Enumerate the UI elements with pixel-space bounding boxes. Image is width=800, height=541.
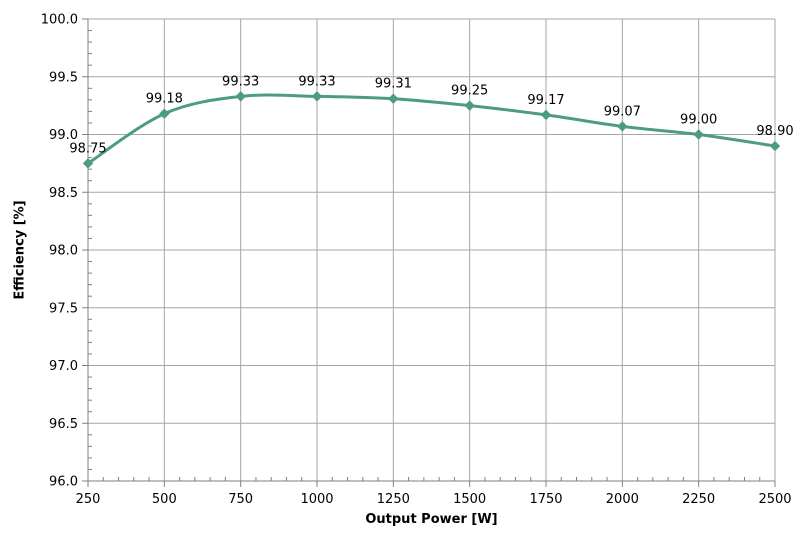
data-point-marker — [540, 109, 552, 121]
data-label: 99.33 — [222, 74, 259, 89]
x-tick-label: 250 — [76, 492, 101, 507]
data-point-marker — [693, 129, 704, 140]
data-label: 99.25 — [451, 84, 488, 99]
y-tick-label: 100.0 — [41, 13, 78, 28]
data-label: 99.31 — [375, 77, 412, 92]
data-point-marker — [311, 91, 323, 102]
data-label: 99.07 — [604, 104, 641, 119]
x-tick-label: 1500 — [453, 492, 486, 507]
y-tick-label: 97.0 — [49, 359, 78, 374]
y-tick-label: 99.0 — [49, 128, 78, 143]
data-label: 98.75 — [69, 141, 106, 156]
y-tick-label: 96.0 — [49, 475, 78, 490]
x-tick-label: 2500 — [758, 492, 791, 507]
x-tick-label: 750 — [228, 492, 253, 507]
x-tick-label: 1750 — [529, 492, 562, 507]
x-tick-label: 500 — [152, 492, 177, 507]
data-label: 99.00 — [680, 113, 717, 128]
efficiency-series-line — [86, 93, 777, 165]
data-label: 99.17 — [527, 93, 564, 108]
y-tick-label: 98.0 — [49, 244, 78, 259]
x-tick-label: 1000 — [300, 492, 333, 507]
y-tick-label: 99.5 — [49, 70, 78, 85]
y-tick-label: 97.5 — [49, 301, 78, 316]
data-point-marker — [159, 108, 170, 119]
data-point-marker — [388, 93, 399, 104]
y-tick-label: 98.5 — [49, 186, 78, 201]
data-point-marker — [464, 100, 475, 111]
data-point-marker — [617, 121, 628, 132]
data-point-marker — [769, 140, 781, 152]
data-point-marker — [235, 91, 246, 102]
x-tick-label: 2000 — [606, 492, 639, 507]
x-axis-title: Output Power [W] — [365, 512, 498, 527]
data-point-marker — [82, 158, 94, 169]
x-tick-label: 1250 — [377, 492, 410, 507]
data-label: 99.33 — [298, 74, 335, 89]
y-tick-label: 96.5 — [49, 417, 78, 432]
data-label: 98.90 — [756, 124, 793, 139]
y-axis-title: Efficiency [%] — [12, 200, 28, 300]
data-label: 99.18 — [146, 92, 183, 107]
x-tick-label: 2250 — [682, 492, 715, 507]
